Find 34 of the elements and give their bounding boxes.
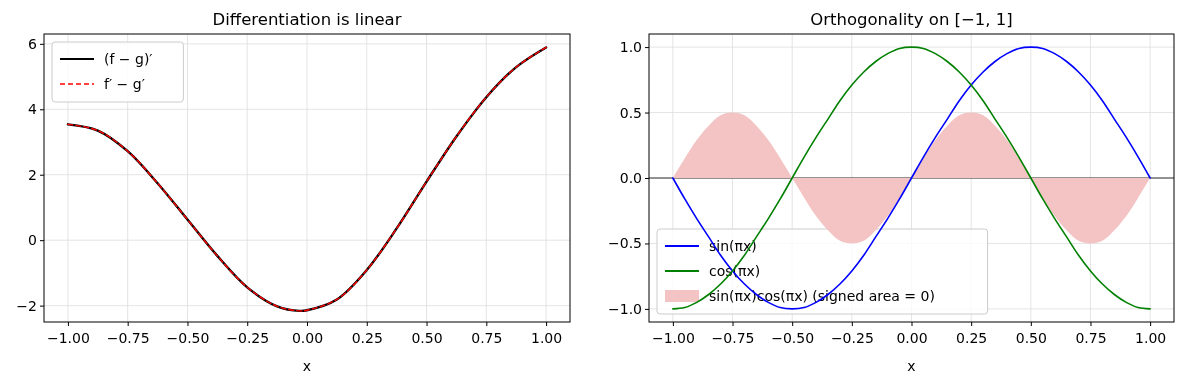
x-tick-label: 0.00 (896, 330, 928, 346)
x-tick-label: 0.25 (351, 330, 383, 346)
x-tick-label: 0.25 (956, 330, 988, 346)
x-tick-label: −0.75 (106, 330, 150, 346)
x-tick-label: 0.75 (1075, 330, 1107, 346)
x-tick-label: 1.00 (531, 330, 563, 346)
x-tick-label: −0.25 (226, 330, 270, 346)
y-tick-label: −1.0 (608, 300, 642, 317)
x-tick-label: 0.50 (411, 330, 443, 346)
y-tick-label: 6 (28, 35, 38, 52)
y-tick-label: 4 (28, 101, 38, 118)
y-tick-label: 2 (28, 166, 37, 183)
chart-title: Orthogonality on [−1, 1] (810, 10, 1013, 29)
x-tick-label: −0.50 (166, 330, 210, 346)
x-tick-label: −0.25 (830, 330, 874, 346)
x-tick-label: −0.50 (771, 330, 815, 346)
x-tick-label: −1.00 (651, 330, 695, 346)
y-tick-label: 0 (28, 232, 37, 249)
legend-label: (f − g)′ (104, 51, 153, 67)
y-tick-label: −0.5 (608, 235, 642, 252)
chart-title: Differentiation is linear (212, 10, 402, 29)
x-tick-label: 0.00 (291, 330, 324, 346)
y-tick-label: 1.0 (619, 39, 642, 56)
x-tick-label: 0.75 (471, 330, 503, 346)
x-tick-label: −0.75 (711, 330, 755, 346)
y-tick-label: 0.0 (619, 169, 642, 186)
x-tick-label: 0.50 (1015, 330, 1047, 346)
y-tick-label: −2 (16, 297, 37, 314)
legend-label: f′ − g′ (104, 76, 145, 92)
x-axis-title: x (302, 358, 312, 374)
x-axis-title: x (907, 358, 916, 374)
x-tick-label: −1.00 (46, 330, 90, 346)
x-tick-label: 1.00 (1135, 330, 1167, 346)
y-tick-label: 0.5 (619, 104, 642, 121)
